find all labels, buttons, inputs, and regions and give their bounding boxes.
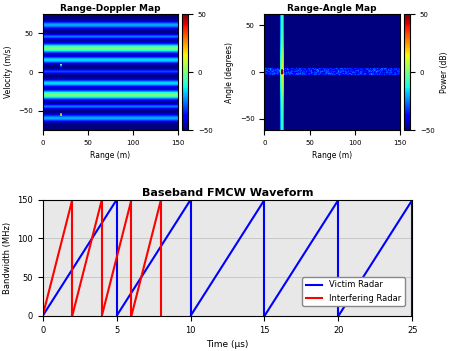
X-axis label: Range (m): Range (m): [312, 151, 352, 160]
Y-axis label: Angle (degrees): Angle (degrees): [226, 41, 235, 102]
Title: Range-Angle Map: Range-Angle Map: [287, 4, 377, 13]
Title: Range-Doppler Map: Range-Doppler Map: [60, 4, 161, 13]
Y-axis label: Bandwidth (MHz): Bandwidth (MHz): [3, 222, 12, 294]
Title: Baseband FMCW Waveform: Baseband FMCW Waveform: [142, 188, 313, 198]
Y-axis label: Power (dB): Power (dB): [440, 51, 449, 93]
X-axis label: Range (m): Range (m): [90, 151, 130, 160]
X-axis label: Time (μs): Time (μs): [206, 340, 249, 349]
Y-axis label: Velocity (m/s): Velocity (m/s): [4, 46, 13, 98]
Legend: Victim Radar, Interfering Radar: Victim Radar, Interfering Radar: [302, 277, 404, 306]
